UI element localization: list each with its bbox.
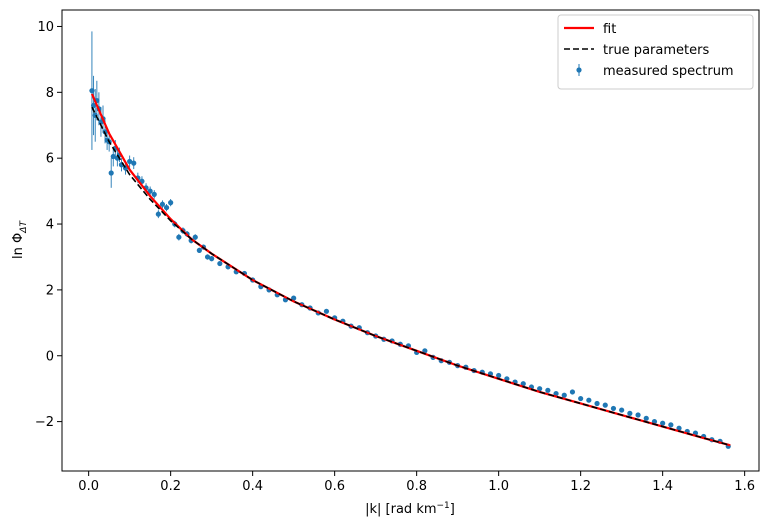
measured-point	[209, 256, 215, 262]
y-axis-label: ln ΦΔT	[11, 220, 29, 259]
measured-point	[159, 201, 166, 207]
measured-point	[155, 211, 161, 217]
x-tick-label: 1.4	[652, 479, 673, 494]
true-parameters-line	[91, 106, 731, 447]
measured-point	[635, 412, 641, 418]
measured-point	[168, 200, 174, 206]
measured-point	[90, 102, 97, 109]
y-axis: −2 0 2 4 6 8 10	[35, 20, 62, 430]
measured-point	[131, 160, 137, 166]
measured-point	[147, 188, 153, 194]
measured-point	[602, 402, 608, 408]
y-tick-label: 0	[46, 349, 54, 364]
x-tick-label: 0.0	[78, 479, 99, 494]
measured-point	[127, 158, 133, 165]
y-tick-label: 6	[46, 152, 54, 167]
legend-true-label: true parameters	[603, 43, 709, 58]
measured-point	[610, 405, 617, 412]
measured-point	[496, 372, 502, 379]
y-tick-label: 2	[46, 283, 54, 298]
measured-point	[108, 170, 114, 176]
x-tick-label: 1.0	[488, 479, 509, 494]
y-tick-label: 4	[46, 218, 54, 233]
measured-point	[569, 389, 576, 395]
measured-point	[163, 204, 170, 211]
x-tick-label: 0.2	[160, 479, 181, 494]
measured-point	[676, 425, 682, 431]
measured-point	[192, 234, 198, 240]
x-axis: 0.0 0.2 0.4 0.6 0.8 1.0 1.2 1.4 1.6	[78, 471, 755, 494]
measured-point	[627, 410, 633, 416]
x-tick-label: 0.4	[242, 479, 263, 494]
measured-point	[553, 391, 559, 397]
measured-point	[217, 260, 223, 267]
plot-area	[89, 31, 731, 449]
measured-point	[291, 295, 297, 301]
measured-point	[619, 407, 625, 413]
measured-point	[422, 348, 428, 354]
measured-point	[520, 381, 526, 387]
measured-point	[578, 395, 584, 402]
x-axis-label: |k| [rad km−1]	[365, 501, 455, 517]
y-tick-label: 10	[37, 20, 54, 35]
measured-point	[151, 191, 157, 197]
measured-point	[660, 420, 666, 426]
x-tick-label: 1.6	[734, 479, 755, 494]
x-tick-label: 0.8	[406, 479, 427, 494]
measured-point	[89, 88, 95, 94]
x-tick-label: 1.2	[570, 479, 591, 494]
measured-point	[323, 308, 330, 314]
measured-point	[668, 422, 674, 428]
y-tick-label: −2	[35, 415, 54, 430]
legend-box	[557, 14, 754, 90]
measured-point	[204, 254, 211, 260]
legend-measured-marker	[576, 67, 582, 73]
measured-point	[643, 415, 649, 421]
measured-point	[196, 247, 202, 253]
measured-point	[561, 392, 567, 398]
measured-point	[545, 387, 551, 393]
measured-point	[586, 397, 592, 403]
measured-point	[537, 386, 543, 392]
y-tick-label: 8	[46, 86, 54, 101]
x-tick-label: 0.6	[324, 479, 345, 494]
measured-point	[176, 234, 182, 240]
legend-measured-label: measured spectrum	[603, 64, 734, 79]
legend-fit-label: fit	[603, 22, 616, 37]
legend: fit true parameters measured spectrum	[557, 14, 754, 90]
measured-point	[594, 400, 600, 407]
measured-point	[110, 153, 116, 160]
axes-frame	[61, 9, 760, 472]
